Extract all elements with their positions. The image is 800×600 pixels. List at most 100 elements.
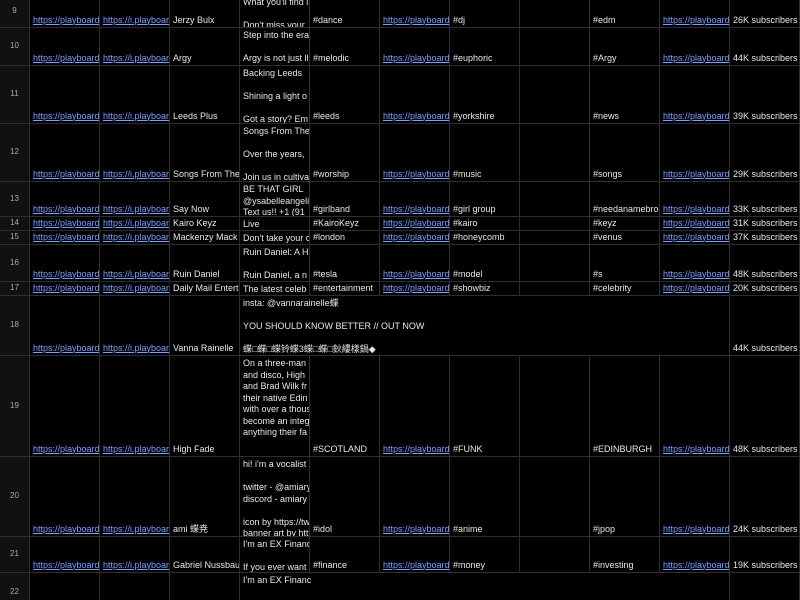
link[interactable]: https://playboard [380, 182, 450, 217]
link[interactable]: https://playboard [660, 231, 730, 245]
link[interactable]: https://playboard [380, 231, 450, 245]
channel-name: Jerzy Bulx [170, 0, 240, 28]
description-text: On a three-man and disco, High and Brad … [243, 358, 310, 437]
empty [520, 0, 590, 28]
link-text: https://playboard [33, 523, 100, 534]
tag: #FUNK [450, 356, 520, 457]
channel-name-text: Say Now [173, 203, 210, 214]
tag: #needanamebro [590, 182, 660, 217]
description: Songs From The Over the years, Join us i… [240, 124, 310, 182]
tag: #honeycomb [450, 231, 520, 245]
link[interactable]: https://playboard [380, 28, 450, 66]
link[interactable]: https://playboard [380, 217, 450, 231]
link[interactable]: https://playboard [30, 182, 100, 217]
description: What you'll find i Don't miss your [240, 0, 310, 28]
link[interactable]: https://playboard [660, 282, 730, 296]
link[interactable]: https://playboard [30, 537, 100, 573]
link-text: https://playboard [383, 559, 450, 570]
image-link[interactable]: https://i.playboard [100, 66, 170, 124]
subscribers-text: 31K subscribers [733, 217, 798, 228]
link[interactable]: https://playboard [660, 356, 730, 457]
link-text: https://playboard [663, 443, 730, 454]
empty [520, 66, 590, 124]
link[interactable]: https://playboard [30, 28, 100, 66]
tag: #london [310, 231, 380, 245]
image-link[interactable]: https://i.playboard [100, 231, 170, 245]
image-link[interactable]: https://i.playboard [100, 0, 170, 28]
tag: #SCOTLAND [310, 356, 380, 457]
channel-name [170, 573, 240, 600]
subscribers: 44K subscribers [730, 28, 800, 66]
image-link[interactable]: https://i.playboard [100, 124, 170, 182]
empty [520, 182, 590, 217]
tag: #money [450, 537, 520, 573]
image-link[interactable]: https://i.playboard [100, 537, 170, 573]
image-link[interactable]: https://i.playboard [100, 217, 170, 231]
link[interactable]: https://playboard [380, 282, 450, 296]
tag: #tesla [310, 245, 380, 282]
link[interactable]: https://playboard [660, 66, 730, 124]
link[interactable]: https://playboard [380, 66, 450, 124]
link[interactable]: https://playboard [660, 457, 730, 537]
image-link[interactable]: https://i.playboard [100, 245, 170, 282]
link[interactable]: https://playboard [30, 0, 100, 28]
link[interactable]: https://playboard [30, 231, 100, 245]
empty [520, 282, 590, 296]
channel-name: Songs From The [170, 124, 240, 182]
link-text: https://playboard [383, 52, 450, 63]
link-text: https://playboard [33, 52, 100, 63]
description: hi! i'm a vocalist twitter - @amiary dis… [240, 457, 310, 537]
tag: #KairoKeyz [310, 217, 380, 231]
subscribers-text: 33K subscribers [733, 203, 798, 214]
link[interactable]: https://playboard [380, 457, 450, 537]
image-link[interactable]: https://i.playboard [100, 282, 170, 296]
description: Live [240, 217, 310, 231]
link[interactable]: https://playboard [660, 537, 730, 573]
link[interactable]: https://playboard [380, 245, 450, 282]
image-link[interactable]: https://i.playboard [100, 296, 170, 356]
tag: #finance [310, 537, 380, 573]
description: On a three-man and disco, High and Brad … [240, 356, 310, 457]
subscribers-text: 48K subscribers [733, 268, 798, 279]
subscribers: 33K subscribers [730, 182, 800, 217]
channel-name-text: Vanna Rainelle [173, 342, 234, 353]
link[interactable]: https://playboard [660, 28, 730, 66]
link[interactable]: https://playboard [660, 217, 730, 231]
tag-text: #FUNK [453, 443, 483, 454]
channel-name: Ruin Daniel [170, 245, 240, 282]
link[interactable]: https://playboard [30, 356, 100, 457]
image-link[interactable]: https://i.playboard [100, 457, 170, 537]
channel-name-text: Jerzy Bulx [173, 14, 215, 25]
link[interactable]: https://playboard [30, 296, 100, 356]
link[interactable]: https://playboard [30, 457, 100, 537]
link-text: https://playboard [33, 342, 100, 353]
link[interactable]: https://playboard [30, 282, 100, 296]
link[interactable]: https://playboard [380, 537, 450, 573]
channel-name: Leeds Plus [170, 66, 240, 124]
subscribers-text: 24K subscribers [733, 523, 798, 534]
link[interactable]: https://playboard [30, 66, 100, 124]
link-text: https://playboard [663, 268, 730, 279]
empty [520, 537, 590, 573]
image-link[interactable]: https://i.playboard [100, 356, 170, 457]
link[interactable]: https://playboard [660, 124, 730, 182]
link-text: https://playboard [663, 203, 730, 214]
link[interactable]: https://playboard [30, 124, 100, 182]
link[interactable]: https://playboard [660, 0, 730, 28]
link[interactable]: https://playboard [30, 245, 100, 282]
channel-name-text: Songs From The [173, 168, 240, 179]
image-link[interactable]: https://i.playboard [100, 28, 170, 66]
tag-text: #honeycomb [453, 231, 505, 242]
image-link[interactable]: https://i.playboard [100, 182, 170, 217]
link-text: https://playboard [383, 110, 450, 121]
row-number: 20 [0, 457, 30, 537]
link[interactable]: https://playboard [660, 245, 730, 282]
link[interactable]: https://playboard [380, 0, 450, 28]
link[interactable]: https://playboard [380, 124, 450, 182]
tag: #jpop [590, 457, 660, 537]
link[interactable]: https://playboard [30, 217, 100, 231]
empty [520, 245, 590, 282]
link[interactable]: https://playboard [380, 356, 450, 457]
link[interactable]: https://playboard [660, 182, 730, 217]
tag-text: #showbiz [453, 282, 491, 293]
